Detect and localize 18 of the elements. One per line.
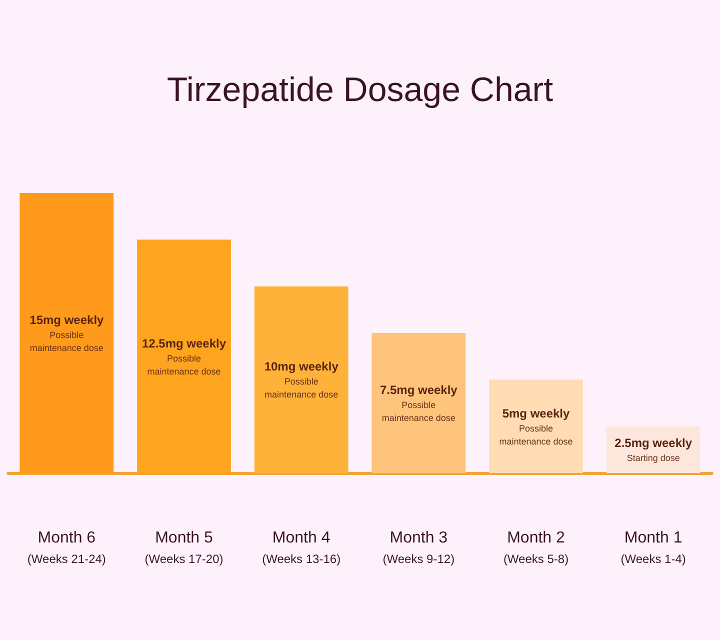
x-tick-label: Month 4 (Weeks 13-16): [262, 530, 341, 566]
x-tick-label: Month 3 (Weeks 9-12): [382, 530, 455, 566]
data-label: 10mg weekly Possible maintenance dose: [264, 360, 339, 400]
data-label: 2.5mg weekly Starting dose: [614, 436, 692, 464]
data-label: 15mg weekly Possible maintenance dose: [30, 313, 104, 353]
bar: [137, 240, 231, 473]
bar: [254, 286, 348, 473]
bar: [20, 193, 114, 473]
bar: [372, 333, 466, 473]
bar: [489, 380, 583, 473]
data-label: 12.5mg weekly Possible maintenance dose: [142, 336, 226, 376]
x-tick-label: Month 6 (Weeks 21-24): [27, 530, 106, 566]
x-tick-label: Month 1 (Weeks 1-4): [620, 530, 686, 566]
chart-title: Tirzepatide Dosage Chart: [166, 71, 554, 109]
data-label: 5mg weekly Possible maintenance dose: [499, 406, 573, 446]
data-label: 7.5mg weekly Possible maintenance dose: [380, 383, 458, 423]
x-tick-label: Month 5 (Weeks 17-20): [144, 530, 224, 566]
x-tick-label: Month 2 (Weeks 5-8): [503, 530, 569, 566]
